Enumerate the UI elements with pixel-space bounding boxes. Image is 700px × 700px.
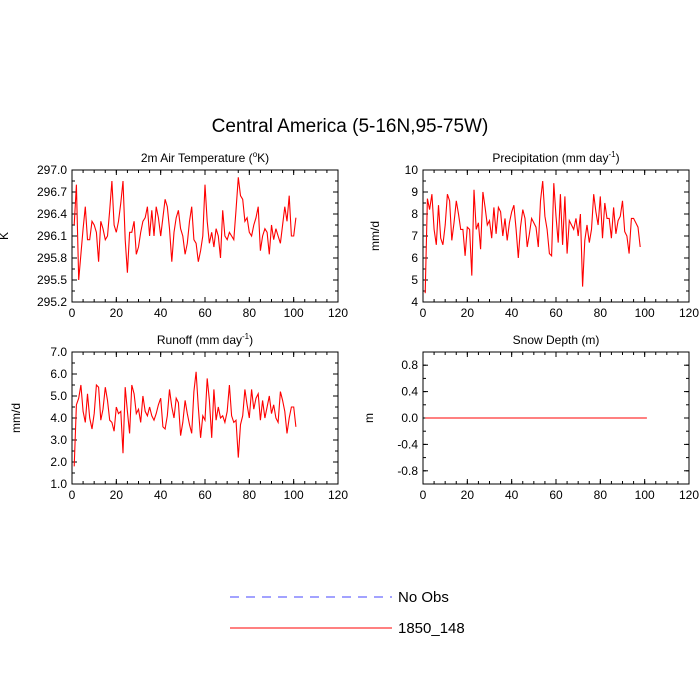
y-tick-label: 297.0 xyxy=(37,163,67,177)
y-tick-label: 296.1 xyxy=(37,229,67,243)
y-tick-label: 295.5 xyxy=(37,273,67,287)
chart-panel: Snow Depth (m) 0 20 40 60 80 100 120 -0.8 -0.4 0.0… xyxy=(362,333,699,502)
x-tick-label: 60 xyxy=(198,306,212,320)
x-tick-label: 60 xyxy=(549,306,563,320)
y-tick-label: 7 xyxy=(411,229,418,243)
y-tick-label: 0.0 xyxy=(401,411,418,425)
x-tick-label: 20 xyxy=(461,306,475,320)
x-tick-label: 80 xyxy=(243,306,257,320)
y-tick-label: 3.0 xyxy=(50,433,67,447)
x-tick-label: 120 xyxy=(679,488,699,502)
y-tick-label: 2.0 xyxy=(50,455,67,469)
x-tick-label: 100 xyxy=(284,306,304,320)
chart-panel: Runoff (mm day-1) 0 20 40 60 80 100 120 1.0 2.0 3.… xyxy=(9,332,348,502)
x-tick-label: 0 xyxy=(69,306,76,320)
x-tick-label: 20 xyxy=(461,488,475,502)
y-tick-label: 6 xyxy=(411,251,418,265)
x-tick-label: 20 xyxy=(110,306,124,320)
y-tick-label: 6.0 xyxy=(50,367,67,381)
x-tick-label: 100 xyxy=(635,488,655,502)
y-tick-label: 8 xyxy=(411,207,418,221)
y-axis-label: K xyxy=(0,232,11,240)
series-line-1850_148 xyxy=(73,177,297,281)
y-tick-label: -0.8 xyxy=(397,464,418,478)
y-tick-label: -0.4 xyxy=(397,437,418,451)
x-tick-label: 100 xyxy=(635,306,655,320)
y-tick-label: 4.0 xyxy=(50,411,67,425)
y-tick-label: 7.0 xyxy=(50,345,67,359)
x-tick-label: 0 xyxy=(420,306,427,320)
x-tick-label: 120 xyxy=(328,488,348,502)
legend-label: 1850_148 xyxy=(398,620,465,637)
panel-title: Runoff (mm day-1) xyxy=(157,332,253,347)
legend: No Obs 1850_148 xyxy=(230,589,465,637)
x-tick-label: 100 xyxy=(284,488,304,502)
x-tick-label: 40 xyxy=(154,488,168,502)
x-tick-label: 120 xyxy=(328,306,348,320)
x-tick-label: 80 xyxy=(243,488,257,502)
y-tick-label: 4 xyxy=(411,295,418,309)
x-tick-label: 120 xyxy=(679,306,699,320)
x-tick-label: 40 xyxy=(505,306,519,320)
x-tick-label: 40 xyxy=(154,306,168,320)
chart-panel: Precipitation (mm day-1) 0 20 40 60 80 100 120 4… xyxy=(368,150,699,320)
x-tick-label: 40 xyxy=(505,488,519,502)
chart-panel: 2m Air Temperature (oK) 0 20 40 60 80 100 120 29… xyxy=(0,150,348,320)
y-axis-label: m xyxy=(362,413,376,423)
legend-label: No Obs xyxy=(398,589,449,606)
y-tick-label: 295.8 xyxy=(37,251,67,265)
panels: 2m Air Temperature (oK)0 20 40 60 80 100 12029… xyxy=(0,150,699,502)
panel-title: Snow Depth (m) xyxy=(513,333,600,347)
y-tick-label: 1.0 xyxy=(50,477,67,491)
y-axis-label: mm/d xyxy=(368,221,382,251)
x-tick-label: 60 xyxy=(549,488,563,502)
x-tick-label: 80 xyxy=(594,488,608,502)
x-tick-label: 20 xyxy=(110,488,124,502)
y-tick-label: 295.2 xyxy=(37,295,67,309)
y-tick-label: 296.7 xyxy=(37,185,67,199)
y-tick-label: 5 xyxy=(411,273,418,287)
panel-title: Precipitation (mm day-1) xyxy=(492,150,619,165)
y-tick-label: 0.4 xyxy=(401,385,418,399)
x-tick-label: 0 xyxy=(69,488,76,502)
x-tick-label: 60 xyxy=(198,488,212,502)
y-tick-label: 10 xyxy=(405,163,419,177)
y-tick-label: 296.4 xyxy=(37,207,67,221)
figure-title: Central America (5-16N,95-75W) xyxy=(212,116,489,137)
y-tick-label: 9 xyxy=(411,185,418,199)
series-line-1850_148 xyxy=(424,180,641,294)
y-tick-label: 0.8 xyxy=(401,358,418,372)
y-tick-label: 5.0 xyxy=(50,389,67,403)
panel-title: 2m Air Temperature (oK) xyxy=(141,150,269,165)
x-tick-label: 80 xyxy=(594,306,608,320)
x-tick-label: 0 xyxy=(420,488,427,502)
y-axis-label: mm/d xyxy=(9,403,23,433)
series-line-1850_148 xyxy=(73,371,297,467)
